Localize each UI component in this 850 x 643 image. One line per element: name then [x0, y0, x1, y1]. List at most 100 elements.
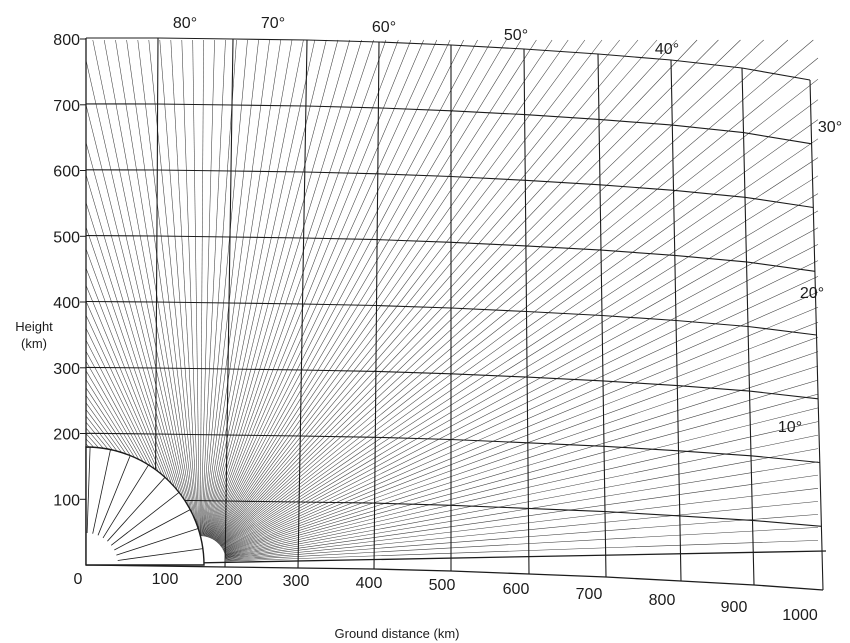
- earth-spoke: [97, 455, 131, 536]
- earth-spoke: [110, 492, 180, 546]
- ray-line: [205, 39, 327, 537]
- diagram-lines: [80, 37, 827, 591]
- ray-line: [213, 39, 537, 541]
- y-tick-label: 500: [53, 229, 80, 246]
- elevation-angle-label: 30°: [818, 119, 842, 136]
- y-tick-label: 400: [53, 295, 80, 312]
- ray-line: [215, 39, 586, 542]
- ray-line: [224, 379, 819, 555]
- ray-line: [103, 39, 196, 537]
- ray-line: [192, 39, 200, 537]
- ray-line: [181, 39, 200, 537]
- earth-spoke: [92, 449, 111, 534]
- y-axis-unit: (km): [21, 336, 47, 351]
- y-tick-label: 300: [53, 361, 80, 378]
- x-tick-label: 1000: [782, 607, 818, 624]
- ray-line: [85, 202, 193, 538]
- ray-line: [218, 39, 764, 545]
- ray-line: [222, 227, 819, 550]
- ray-line: [85, 60, 195, 537]
- ray-line: [137, 39, 198, 537]
- elevation-angle-label: 20°: [800, 285, 824, 302]
- distance-grid-line: [741, 67, 755, 586]
- ray-line: [148, 39, 198, 537]
- ray-line: [92, 39, 196, 537]
- ray-line: [159, 39, 199, 537]
- ray-line: [85, 142, 194, 537]
- elevation-angle-label: 70°: [261, 15, 285, 32]
- ray-line: [223, 276, 819, 552]
- ray-line: [222, 244, 819, 551]
- ray-line: [223, 307, 819, 553]
- ray-line: [216, 39, 658, 543]
- elevation-angle-label: 50°: [504, 27, 528, 44]
- ray-line: [205, 39, 316, 537]
- ray-line: [213, 39, 522, 541]
- earth-spoke: [86, 447, 91, 534]
- ray-line: [199, 39, 204, 537]
- ray-line: [206, 39, 350, 538]
- ray-line: [214, 39, 553, 541]
- ray-line: [210, 39, 438, 539]
- x-tick-label: 0: [74, 571, 83, 588]
- ray-line: [202, 39, 248, 537]
- ray-line: [221, 157, 819, 549]
- earth-disc: [85, 446, 205, 566]
- elevation-angle-label: 40°: [655, 41, 679, 58]
- ray-line: [212, 39, 492, 540]
- ray-line: [216, 39, 639, 543]
- ray-line: [216, 39, 620, 542]
- ray-line: [225, 434, 819, 558]
- ray-line: [202, 39, 259, 537]
- ray-line: [200, 39, 215, 537]
- ray-line: [223, 260, 819, 551]
- y-tick-label: 700: [53, 98, 80, 115]
- ray-line: [219, 39, 814, 546]
- y-tick-label: 100: [53, 492, 80, 509]
- ray-line: [225, 514, 819, 561]
- ray-line: [204, 39, 293, 537]
- y-axis-title: Height: [15, 319, 53, 334]
- height-grid-line: [85, 366, 819, 400]
- ray-line: [211, 39, 464, 539]
- ray-line: [219, 57, 819, 546]
- ray-line: [225, 407, 819, 556]
- ray-line: [218, 39, 719, 544]
- ray-line: [221, 175, 819, 549]
- elevation-angle-label: 10°: [778, 419, 802, 436]
- ray-line: [170, 39, 199, 537]
- ray-line: [208, 39, 399, 538]
- x-tick-label: 900: [721, 599, 748, 616]
- ray-line: [225, 448, 819, 558]
- distance-grid-line: [809, 79, 824, 591]
- ray-line: [225, 501, 819, 560]
- ray-line: [217, 39, 698, 544]
- x-tick-label: 800: [649, 592, 676, 609]
- ray-line: [85, 104, 194, 537]
- distance-grid-line: [523, 48, 530, 575]
- ray-line: [203, 39, 282, 537]
- ray-line: [85, 174, 193, 538]
- ray-line: [224, 336, 819, 554]
- ray-line: [217, 39, 677, 543]
- ray-line: [221, 138, 819, 548]
- ray-line: [203, 39, 270, 537]
- ray-line: [126, 39, 197, 537]
- ray-line: [223, 291, 819, 552]
- ray-line: [207, 39, 374, 538]
- ray-line: [222, 210, 819, 550]
- x-axis-title: Ground distance (km): [335, 626, 460, 641]
- x-tick-label: 200: [216, 572, 243, 589]
- ray-line: [225, 461, 819, 559]
- ray-line: [225, 474, 819, 559]
- ray-line: [209, 39, 412, 539]
- ray-line: [214, 39, 569, 541]
- ray-line: [220, 119, 819, 548]
- elevation-angle-label: 80°: [173, 15, 197, 32]
- ray-line: [225, 421, 819, 557]
- y-tick-label: 600: [53, 164, 80, 181]
- earth-spoke: [107, 477, 166, 542]
- y-tick-label: 200: [53, 427, 80, 444]
- x-tick-label: 400: [356, 575, 383, 592]
